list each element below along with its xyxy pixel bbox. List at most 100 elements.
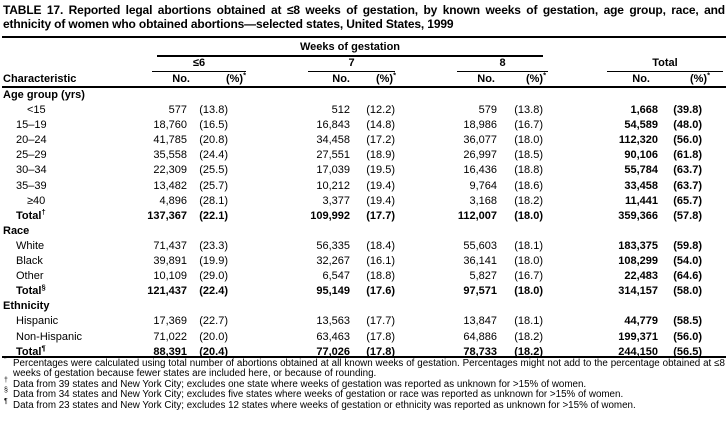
no-header-total: No. bbox=[632, 73, 650, 85]
cell-pct-7: (17.2) bbox=[366, 134, 395, 147]
cell-no-8: 78,733 bbox=[463, 345, 497, 358]
row-label: ≥40 bbox=[27, 194, 46, 207]
cell-pct-le6: (13.8) bbox=[199, 104, 228, 117]
row-label: Total§ bbox=[16, 282, 46, 298]
cell-pct-8: (16.7) bbox=[514, 270, 543, 283]
cell-no-le6: 71,022 bbox=[153, 330, 187, 343]
cell-no-8: 3,168 bbox=[469, 194, 497, 207]
pct-header-total: (%)* bbox=[689, 70, 710, 85]
pct-header-8: (%)* bbox=[525, 70, 546, 85]
cell-no-le6: 577 bbox=[168, 104, 187, 117]
cell-pct-total: (61.8) bbox=[673, 149, 702, 162]
cell-pct-total: (63.7) bbox=[673, 164, 702, 177]
cell-no-8: 36,141 bbox=[463, 255, 497, 268]
cell-no-8: 36,077 bbox=[463, 134, 497, 147]
cell-no-total: 314,157 bbox=[618, 285, 658, 298]
section-label: Race bbox=[3, 224, 30, 237]
no-header-8: No. bbox=[477, 73, 495, 85]
cell-pct-le6: (22.1) bbox=[199, 209, 228, 222]
cell-no-total: 183,375 bbox=[618, 239, 658, 252]
cell-pct-7: (18.8) bbox=[366, 270, 395, 283]
cell-pct-le6: (25.5) bbox=[199, 164, 228, 177]
row-label: Black bbox=[16, 255, 43, 268]
no-header-le6: No. bbox=[172, 73, 190, 85]
cell-pct-le6: (20.4) bbox=[199, 345, 228, 358]
title-rule bbox=[2, 36, 726, 38]
cell-no-7: 16,843 bbox=[316, 119, 350, 132]
row-race-white: White 71,437 (23.3) 56,335 (18.4) 55,603 (1… bbox=[0, 239, 728, 254]
cell-pct-7: (18.9) bbox=[366, 149, 395, 162]
cell-no-total: 1,668 bbox=[630, 104, 658, 117]
cell-pct-8: (18.2) bbox=[514, 345, 543, 358]
row-age-lt15: <15 577 (13.8) 512 (12.2) 579 (13.8) 1,668 (… bbox=[0, 103, 728, 118]
table-title: TABLE 17. Reported legal abortions obtai… bbox=[3, 3, 725, 31]
cell-no-total: 11,441 bbox=[624, 194, 658, 207]
cell-pct-8: (18.2) bbox=[514, 330, 543, 343]
cell-no-8: 26,997 bbox=[463, 149, 497, 162]
row-label: Total¶ bbox=[16, 342, 46, 358]
cell-no-7: 512 bbox=[331, 104, 350, 117]
cell-no-le6: 137,367 bbox=[147, 209, 187, 222]
footnote-section-sign: § Data from 34 states and New York City; … bbox=[4, 387, 624, 401]
cell-pct-total: (63.7) bbox=[673, 179, 702, 192]
row-ethnicity-non-hispanic: Non-Hispanic 71,022 (20.0) 63,463 (17.8) 6… bbox=[0, 330, 728, 345]
row-race-other: Other 10,109 (29.0) 6,547 (18.8) 5,827 (16.… bbox=[0, 269, 728, 284]
group-header-7: 7 bbox=[348, 57, 355, 69]
cell-no-8: 18,986 bbox=[463, 119, 497, 132]
footnote-marker-asterisk: * bbox=[543, 70, 546, 80]
cell-no-8: 16,436 bbox=[463, 164, 497, 177]
no-header-7: No. bbox=[332, 73, 350, 85]
footnote-pilcrow: ¶ Data from 23 states and New York City; … bbox=[4, 397, 636, 411]
cell-pct-7: (18.4) bbox=[366, 239, 395, 252]
cell-pct-total: (39.8) bbox=[673, 104, 702, 117]
pilcrow-marker: ¶ bbox=[41, 342, 46, 352]
section-sign-marker: § bbox=[41, 282, 46, 292]
cell-pct-8: (18.0) bbox=[514, 255, 543, 268]
cell-pct-8: (18.5) bbox=[514, 149, 543, 162]
cell-no-7: 6,547 bbox=[322, 270, 350, 283]
cell-pct-7: (17.6) bbox=[366, 285, 395, 298]
row-ethnicity-total: Total¶ 88,391 (20.4) 77,026 (17.8) 78,733 (… bbox=[0, 342, 728, 360]
cell-no-total: 55,784 bbox=[624, 164, 658, 177]
cell-pct-7: (17.8) bbox=[366, 345, 395, 358]
cell-pct-le6: (24.4) bbox=[199, 149, 228, 162]
cell-no-le6: 88,391 bbox=[153, 345, 187, 358]
row-label: 15–19 bbox=[16, 119, 47, 132]
cell-no-total: 359,366 bbox=[618, 209, 658, 222]
footnote-dagger: † Data from 39 states and New York City; … bbox=[4, 376, 587, 390]
cell-pct-7: (17.8) bbox=[366, 330, 395, 343]
row-label: Other bbox=[16, 270, 44, 283]
characteristic-header: Characteristic bbox=[3, 73, 77, 85]
footnote-marker-asterisk: * bbox=[393, 70, 396, 80]
cell-pct-le6: (20.0) bbox=[199, 330, 228, 343]
section-label: Ethnicity bbox=[3, 300, 50, 313]
cell-no-8: 579 bbox=[478, 104, 497, 117]
cell-no-7: 10,212 bbox=[316, 179, 350, 192]
group-rule-7 bbox=[308, 70, 395, 72]
cell-pct-7: (17.7) bbox=[366, 209, 395, 222]
cell-no-le6: 22,309 bbox=[153, 164, 187, 177]
cell-pct-le6: (22.4) bbox=[199, 285, 228, 298]
cell-pct-8: (13.8) bbox=[514, 104, 543, 117]
header-bottom-rule bbox=[2, 86, 726, 88]
cell-pct-total: (65.7) bbox=[673, 194, 702, 207]
cell-pct-7: (12.2) bbox=[366, 104, 395, 117]
cell-no-8: 55,603 bbox=[463, 239, 497, 252]
group-header-le6: ≤6 bbox=[192, 57, 206, 69]
cell-pct-8: (18.8) bbox=[514, 164, 543, 177]
cell-pct-total: (48.0) bbox=[673, 119, 702, 132]
row-age-15-19: 15–19 18,760 (16.5) 16,843 (14.8) 18,986 (1… bbox=[0, 118, 728, 133]
cell-no-le6: 4,896 bbox=[159, 194, 187, 207]
row-label: 30–34 bbox=[16, 164, 47, 177]
cell-no-7: 95,149 bbox=[316, 285, 350, 298]
cell-no-7: 77,026 bbox=[316, 345, 350, 358]
row-age-35-39: 35–39 13,482 (25.7) 10,212 (19.4) 9,764 (18… bbox=[0, 179, 728, 194]
footnotes: * Percentages were calculated using total… bbox=[3, 356, 725, 411]
cell-pct-le6: (29.0) bbox=[199, 270, 228, 283]
cell-no-total: 22,483 bbox=[624, 270, 658, 283]
cell-no-le6: 41,785 bbox=[153, 134, 187, 147]
cell-no-7: 32,267 bbox=[316, 255, 350, 268]
group-header-8: 8 bbox=[499, 57, 506, 69]
cell-pct-le6: (23.3) bbox=[199, 239, 228, 252]
